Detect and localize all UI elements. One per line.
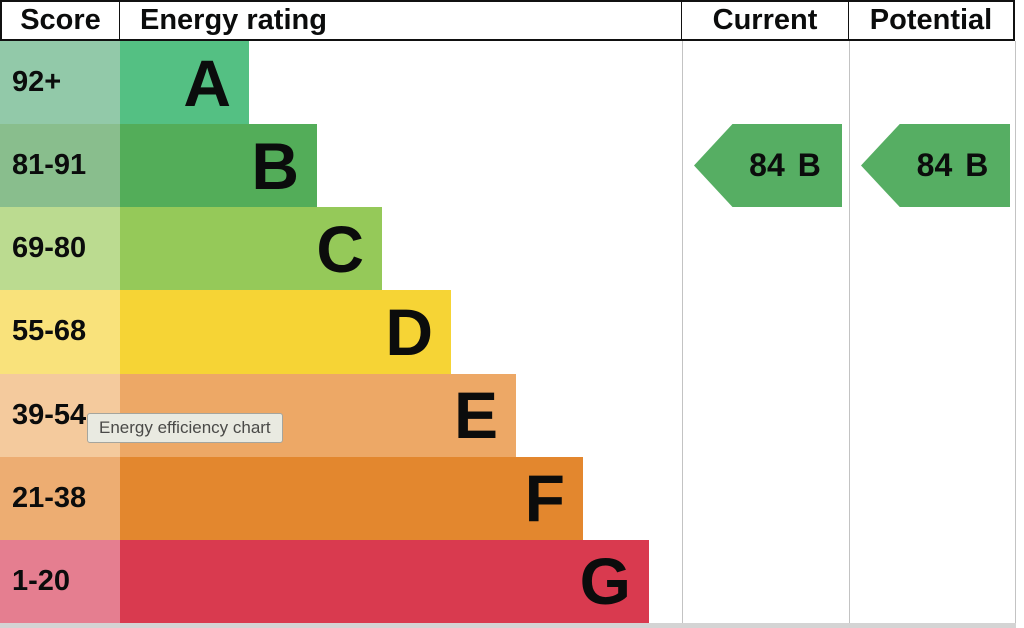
band-row-f: 21-38 F (0, 456, 1016, 540)
band-bar-d: D (120, 290, 451, 374)
chart-bottom-border (0, 623, 1016, 628)
column-separator (682, 41, 683, 623)
score-range-b: 81-91 (0, 124, 120, 208)
score-range-f: 21-38 (0, 456, 120, 540)
band-rows: 92+ A 81-91 B 69-80 C 55-68 D 39-54 E 21… (0, 41, 1016, 623)
potential-column-header: Potential (849, 0, 1015, 41)
current-rating-band: B (797, 147, 821, 183)
band-row-e: 39-54 E (0, 373, 1016, 457)
band-row-b: 81-91 B (0, 124, 1016, 208)
current-rating-value: 84 (749, 147, 785, 183)
column-separator (849, 41, 850, 623)
band-bar-g: G (120, 539, 649, 623)
band-row-g: 1-20 G (0, 539, 1016, 623)
tooltip: Energy efficiency chart (87, 413, 283, 443)
band-row-a: 92+ A (0, 41, 1016, 125)
band-row-d: 55-68 D (0, 290, 1016, 374)
score-range-g: 1-20 (0, 539, 120, 623)
score-range-a: 92+ (0, 41, 120, 125)
energy-rating-column-header: Energy rating (120, 0, 682, 41)
band-bar-a: A (120, 41, 249, 125)
score-range-c: 69-80 (0, 207, 120, 291)
band-bar-f: F (120, 456, 583, 540)
score-range-d: 55-68 (0, 290, 120, 374)
band-bar-c: C (120, 207, 382, 291)
column-separator (1015, 41, 1016, 623)
score-column-header: Score (0, 0, 120, 41)
band-bar-b: B (120, 124, 317, 208)
band-row-c: 69-80 C (0, 207, 1016, 291)
current-column-header: Current (682, 0, 849, 41)
potential-rating-band: B (965, 147, 989, 183)
potential-rating-value: 84 (916, 147, 953, 183)
